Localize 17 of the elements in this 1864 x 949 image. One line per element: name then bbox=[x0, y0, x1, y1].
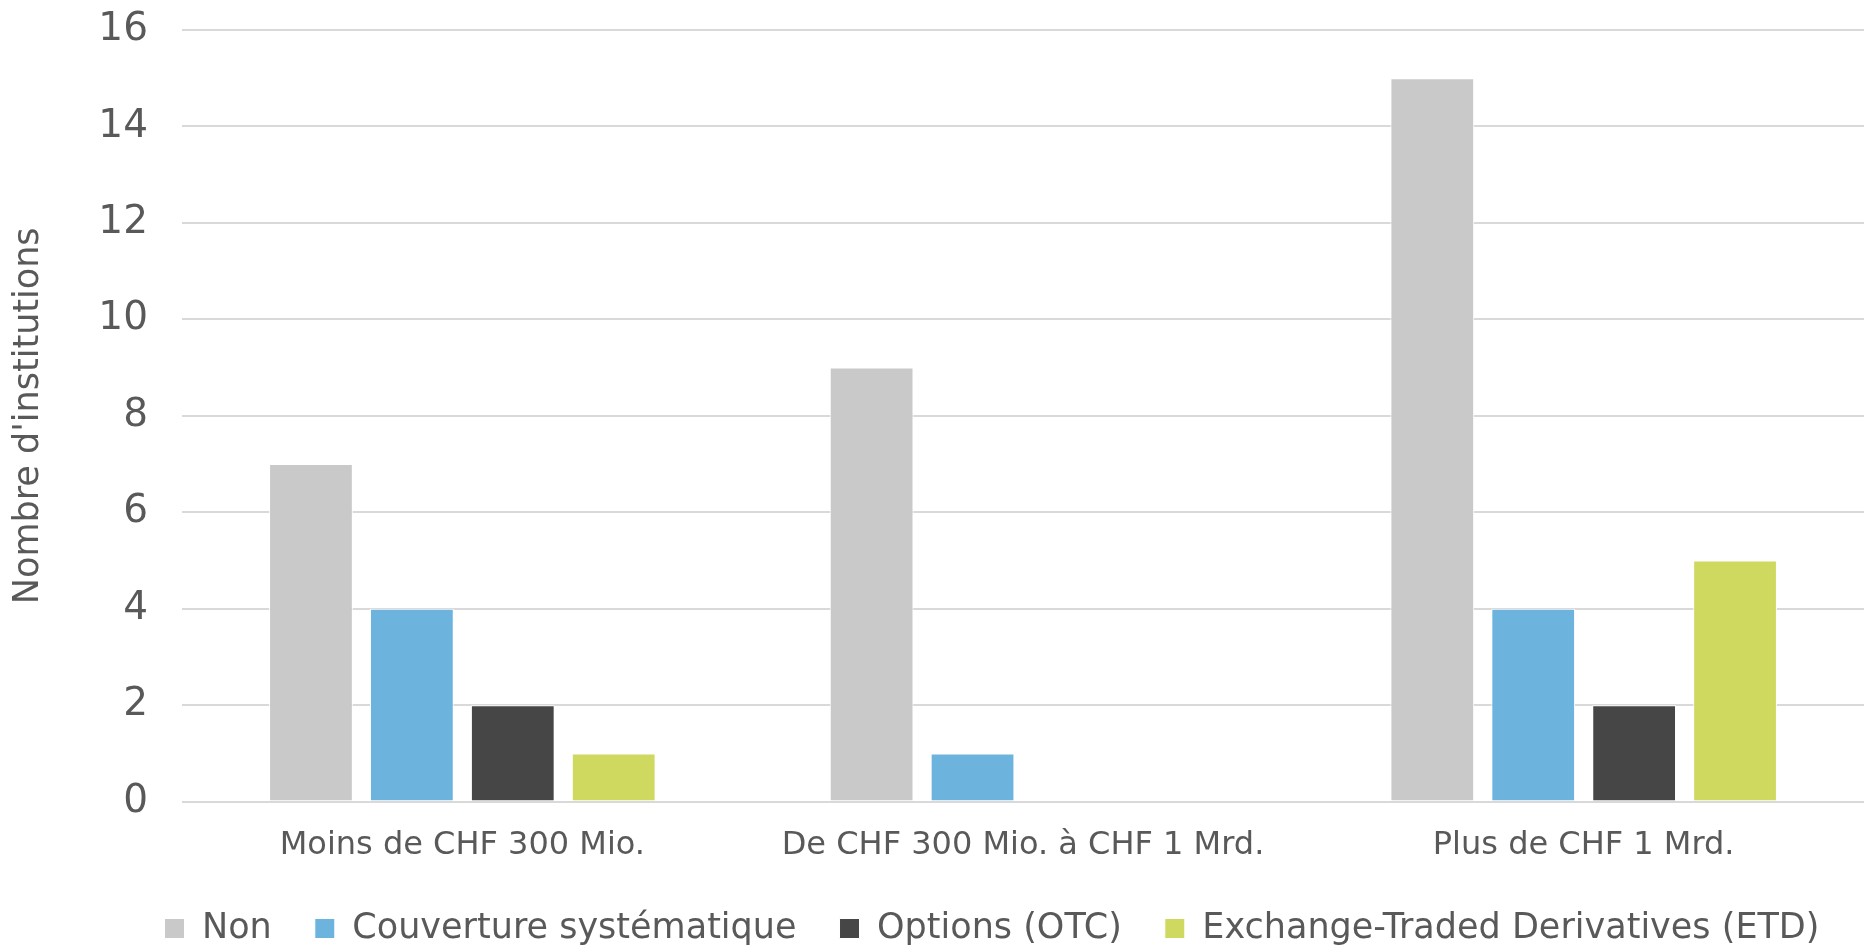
y-tick-label: 0 bbox=[123, 775, 148, 821]
y-axis-title: Nombre d'institutions bbox=[6, 227, 47, 605]
y-tick-label: 8 bbox=[123, 389, 148, 435]
legend-label: Exchange-Traded Derivatives (ETD) bbox=[1202, 905, 1820, 946]
legend-label: Couverture systématique bbox=[352, 905, 797, 946]
x-tick-label: Moins de CHF 300 Mio. bbox=[279, 824, 645, 863]
x-tick-label: De CHF 300 Mio. à CHF 1 Mrd. bbox=[781, 824, 1265, 863]
y-tick-label: 10 bbox=[98, 293, 148, 339]
y-tick-label: 14 bbox=[98, 100, 148, 146]
legend-label: Non bbox=[202, 905, 272, 946]
y-tick-label: 4 bbox=[123, 582, 148, 628]
legend-label: Options (OTC) bbox=[877, 905, 1122, 946]
y-tick-label: 6 bbox=[123, 486, 148, 532]
y-tick-label: 16 bbox=[98, 4, 148, 50]
y-tick-label: 12 bbox=[98, 197, 148, 243]
x-tick-label: Plus de CHF 1 Mrd. bbox=[1432, 824, 1735, 863]
y-tick-label: 2 bbox=[123, 679, 148, 725]
